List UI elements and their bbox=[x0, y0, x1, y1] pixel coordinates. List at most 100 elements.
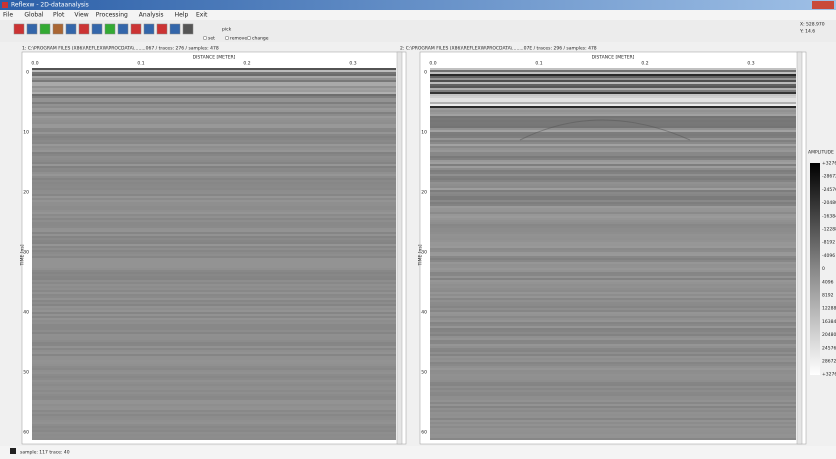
tool-button[interactable] bbox=[183, 24, 193, 34]
radargram-band bbox=[32, 206, 396, 208]
radargram-band bbox=[430, 414, 796, 416]
radargram-band bbox=[32, 354, 396, 356]
radargram-band bbox=[32, 126, 396, 128]
tool-button[interactable] bbox=[40, 24, 50, 34]
radargram-band bbox=[32, 346, 396, 348]
radargram-band bbox=[32, 98, 396, 100]
radargram-band bbox=[430, 78, 796, 80]
tool-button[interactable] bbox=[79, 24, 89, 34]
radargram-band bbox=[430, 342, 796, 344]
radio-label[interactable]: set bbox=[208, 36, 215, 42]
tool-button[interactable] bbox=[157, 24, 167, 34]
radio[interactable] bbox=[203, 36, 207, 40]
radargram-band bbox=[32, 212, 396, 214]
close-button[interactable] bbox=[812, 1, 834, 9]
radargram-band bbox=[430, 392, 796, 394]
radargram-band bbox=[430, 384, 796, 386]
radargram-band bbox=[32, 344, 396, 346]
menu-item[interactable]: Global bbox=[24, 12, 43, 19]
radargram-band bbox=[32, 306, 396, 308]
radargram-band bbox=[32, 186, 396, 188]
tool-button[interactable] bbox=[53, 24, 63, 34]
radargram-band bbox=[430, 304, 796, 306]
radargram-band bbox=[430, 400, 796, 402]
pick-label[interactable]: pick bbox=[222, 27, 232, 33]
menu-item[interactable]: File bbox=[3, 12, 13, 19]
radargram-band bbox=[32, 72, 396, 74]
radargram-band bbox=[32, 326, 396, 328]
radargram-band bbox=[32, 252, 396, 254]
radargram-band bbox=[32, 138, 396, 140]
radargram-band bbox=[32, 300, 396, 302]
radargram-band bbox=[32, 146, 396, 148]
radio-label[interactable]: change bbox=[252, 36, 269, 42]
radargram-band bbox=[430, 122, 796, 124]
radargram-band bbox=[32, 404, 396, 406]
radargram-band bbox=[430, 268, 796, 270]
radargram-band bbox=[430, 376, 796, 378]
radargram-band bbox=[430, 288, 796, 290]
tool-button[interactable] bbox=[66, 24, 76, 34]
radargram-band bbox=[430, 344, 796, 346]
radargram-band bbox=[32, 160, 396, 162]
menu-item[interactable]: Exit bbox=[196, 12, 208, 19]
radargram-band bbox=[430, 318, 796, 320]
x-tick-label: 0.0 bbox=[429, 61, 436, 67]
y-tick-label: 0 bbox=[424, 70, 427, 76]
radargram-band bbox=[32, 86, 396, 88]
menu-item[interactable]: Processing bbox=[96, 12, 128, 19]
radargram-band bbox=[430, 350, 796, 352]
radargram-band bbox=[430, 126, 796, 128]
tool-button[interactable] bbox=[131, 24, 141, 34]
tool-button[interactable] bbox=[92, 24, 102, 34]
tool-button[interactable] bbox=[118, 24, 128, 34]
radargram-band bbox=[430, 334, 796, 336]
colorbar-label: -12288 bbox=[822, 227, 836, 233]
radargram-band bbox=[32, 140, 396, 142]
tool-button[interactable] bbox=[27, 24, 37, 34]
status-text: sample: 117 trace: 40 bbox=[20, 450, 70, 456]
radargram-band bbox=[32, 74, 396, 76]
radargram-band bbox=[430, 178, 796, 180]
radargram-band bbox=[32, 268, 396, 270]
menu-item[interactable]: Plot bbox=[53, 12, 65, 19]
tool-button[interactable] bbox=[144, 24, 154, 34]
radargram-band bbox=[32, 264, 396, 266]
radargram-band bbox=[32, 414, 396, 416]
menu-item[interactable]: Analysis bbox=[139, 12, 164, 19]
radio[interactable] bbox=[225, 36, 229, 40]
menu-item[interactable]: View bbox=[74, 12, 88, 19]
radargram-band bbox=[430, 176, 796, 178]
radargram-band bbox=[32, 274, 396, 276]
radio-label[interactable]: remove bbox=[230, 36, 247, 42]
radargram-band bbox=[430, 100, 796, 102]
menu-item[interactable]: Help bbox=[175, 12, 189, 19]
scrollbar[interactable] bbox=[797, 52, 802, 444]
radargram-band bbox=[430, 196, 796, 198]
radargram-band bbox=[430, 406, 796, 408]
radargram-band bbox=[32, 122, 396, 124]
radargram-band bbox=[32, 142, 396, 144]
scrollbar[interactable] bbox=[397, 52, 402, 444]
radargram-band bbox=[430, 240, 796, 242]
radio[interactable] bbox=[247, 36, 251, 40]
tool-button[interactable] bbox=[105, 24, 115, 34]
radargram-band bbox=[430, 336, 796, 338]
radargram-band bbox=[32, 236, 396, 238]
radargram-band bbox=[32, 216, 396, 218]
radargram-band bbox=[32, 224, 396, 226]
x-tick-label: 0.2 bbox=[641, 61, 648, 67]
radargram-band bbox=[32, 118, 396, 120]
cursor-x: X: 528.970 bbox=[800, 22, 825, 28]
radargram-band bbox=[32, 416, 396, 418]
radargram-band bbox=[430, 250, 796, 252]
radargram-band bbox=[32, 396, 396, 398]
radargram-band bbox=[430, 300, 796, 302]
radargram-band bbox=[430, 194, 796, 196]
radargram-band bbox=[430, 218, 796, 220]
radargram-band bbox=[32, 322, 396, 324]
radargram-band bbox=[32, 128, 396, 130]
tool-button[interactable] bbox=[170, 24, 180, 34]
colorbar-label: -20480 bbox=[822, 200, 836, 206]
tool-button[interactable] bbox=[14, 24, 24, 34]
